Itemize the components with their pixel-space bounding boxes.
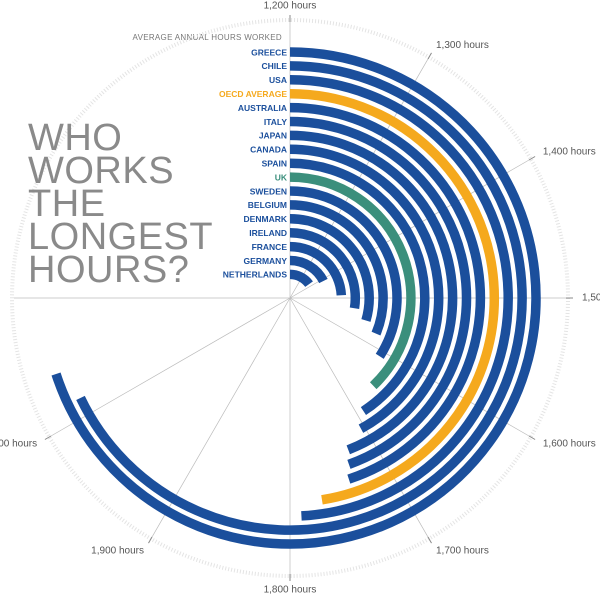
bar xyxy=(289,214,374,322)
category-label: OECD AVERAGE xyxy=(219,89,287,99)
bar xyxy=(289,88,500,505)
bar xyxy=(289,172,416,390)
bar xyxy=(289,130,458,455)
bar xyxy=(51,47,541,549)
bar xyxy=(289,200,388,336)
bar xyxy=(76,61,527,535)
category-label: GERMANY xyxy=(244,256,288,266)
tick-mark xyxy=(528,156,536,161)
bar xyxy=(289,116,472,469)
category-label: IRELAND xyxy=(249,228,287,238)
category-label: CHILE xyxy=(262,61,288,71)
bar xyxy=(289,269,313,288)
tick-label: 1,500 hours xyxy=(582,293,600,304)
chart-title: WORKS xyxy=(28,150,174,192)
bar xyxy=(289,102,486,484)
tick-label: 1,200 hours xyxy=(264,1,317,12)
bar xyxy=(289,227,360,309)
tick-mark xyxy=(427,536,432,544)
tick-label: 1,900 hours xyxy=(91,546,144,557)
category-label: DENMARK xyxy=(244,214,288,224)
category-label: GREECE xyxy=(251,47,287,57)
category-label: ITALY xyxy=(264,117,287,127)
category-label: BELGIUM xyxy=(248,200,287,210)
category-label: NETHERLANDS xyxy=(223,270,288,280)
bar xyxy=(289,75,513,521)
chart-title: LONGEST xyxy=(28,216,213,258)
bar xyxy=(289,241,347,296)
tick-label: 1,700 hours xyxy=(436,546,489,557)
category-label: SWEDEN xyxy=(250,186,287,196)
tick-mark xyxy=(44,435,52,440)
bar xyxy=(289,144,444,433)
tick-mark xyxy=(528,435,536,440)
category-label: AUSTRALIA xyxy=(238,103,287,113)
chart-title: HOURS? xyxy=(28,249,189,291)
category-label: UK xyxy=(275,172,288,182)
chart-title: WHO xyxy=(28,117,122,159)
tick-label: 1,300 hours xyxy=(436,40,489,51)
tick-label: 1,600 hours xyxy=(543,439,596,450)
tick-mark xyxy=(427,52,432,60)
category-label: FRANCE xyxy=(252,242,288,252)
axis-title: AVERAGE ANNUAL HOURS WORKED xyxy=(133,33,282,42)
category-label: SPAIN xyxy=(262,158,287,168)
tick-label: 1,400 hours xyxy=(543,147,596,158)
tick-label: 1,800 hours xyxy=(264,585,317,596)
tick-mark xyxy=(148,536,153,544)
tick-label: 2,000 hours xyxy=(0,439,37,450)
category-label: CANADA xyxy=(250,145,287,155)
bar xyxy=(289,255,328,284)
category-label: JAPAN xyxy=(259,131,287,141)
chart-title: THE xyxy=(28,183,106,225)
category-label: USA xyxy=(269,75,287,85)
bar xyxy=(289,158,430,416)
bar xyxy=(289,186,402,359)
